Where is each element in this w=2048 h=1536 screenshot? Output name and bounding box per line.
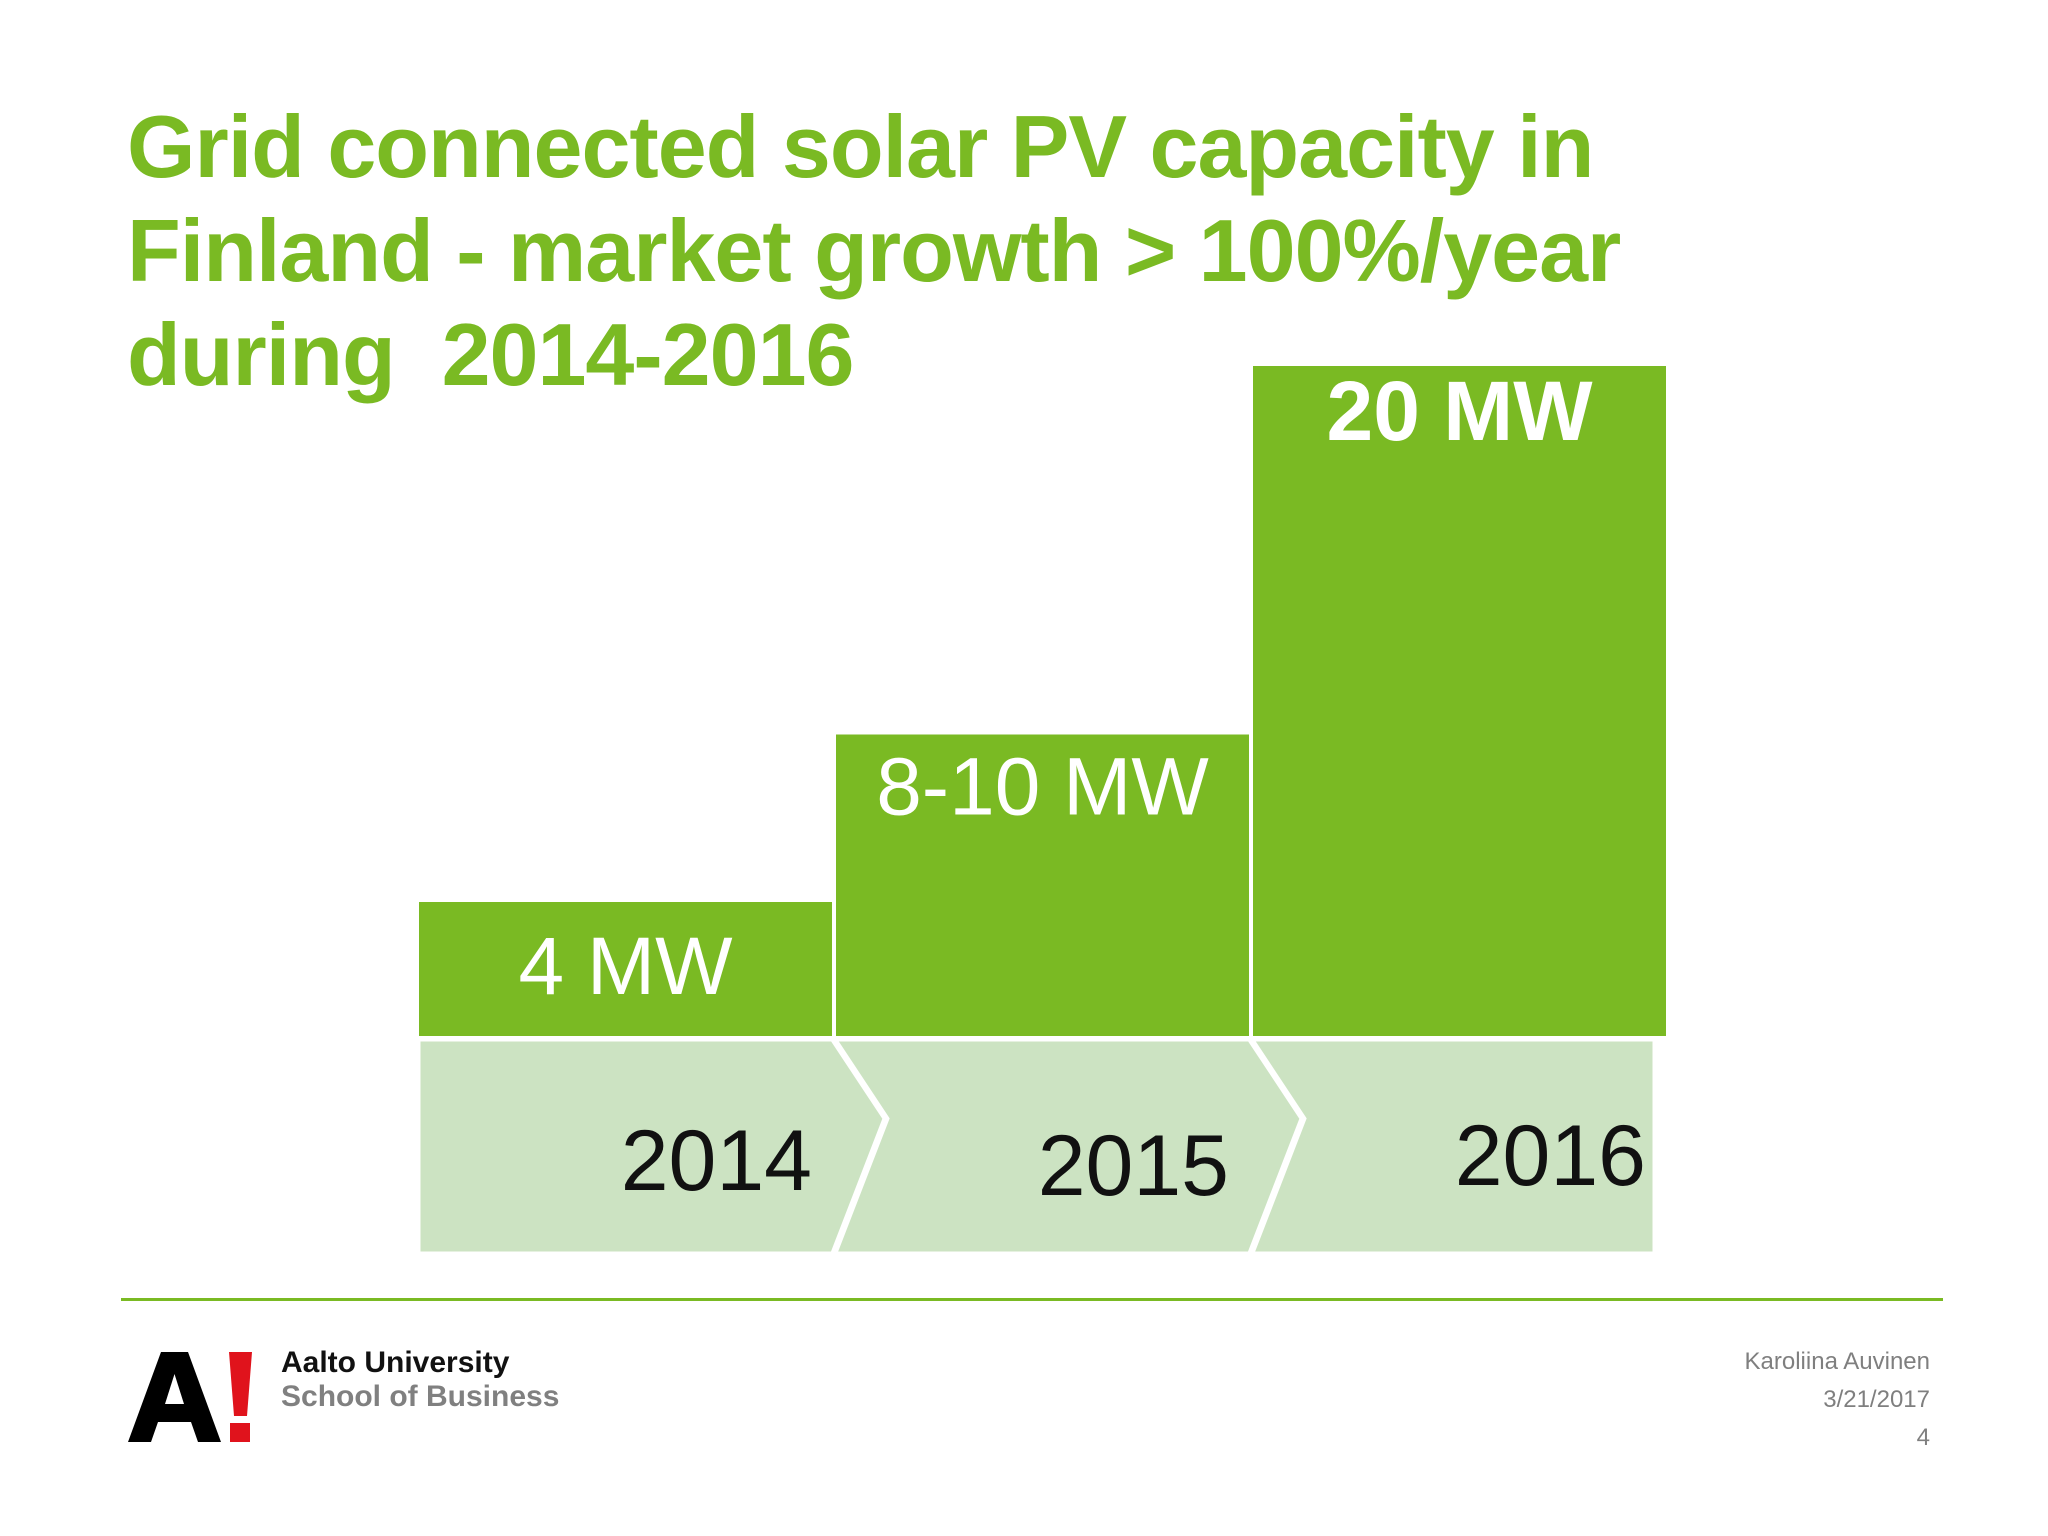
title-line-1: Grid connected solar PV capacity in (127, 97, 1594, 196)
aalto-logo-icon (128, 1352, 252, 1442)
footer-divider (121, 1298, 1943, 1301)
data-label-2015: 8-10 MW (876, 742, 1209, 833)
page-number: 4 (1916, 1424, 1930, 1451)
title-line-2: Finland - market growth > 100%/year (127, 201, 1621, 300)
year-band-2015 (833, 1038, 1303, 1255)
bar-2014 (419, 902, 832, 1036)
year-label-2014: 2014 (621, 1113, 812, 1209)
year-band-2014 (417, 1038, 886, 1255)
footer-meta: Karoliina Auvinen 3/21/2017 4 (1745, 1343, 1930, 1457)
data-label-2016: 20 MW (1326, 364, 1593, 458)
capacity-labels: 4 MW 8-10 MW 20 MW (518, 364, 1593, 1012)
year-labels: 2014 2015 2016 (621, 1108, 1646, 1214)
title-line-3: during 2014-2016 (127, 305, 854, 404)
year-label-2016: 2016 (1455, 1108, 1646, 1204)
bar-2016 (1253, 366, 1666, 1036)
org-name-line2: School of Business (281, 1380, 560, 1413)
author: Karoliina Auvinen (1744, 1348, 1930, 1375)
date: 3/21/2017 (1823, 1386, 1930, 1413)
data-label-2014: 4 MW (518, 921, 733, 1012)
org-name: Aalto University School of Business (281, 1346, 559, 1414)
year-bands (417, 1038, 1656, 1255)
bar-2015 (836, 734, 1249, 1036)
slide-title: Grid connected solar PV capacity in Finl… (127, 95, 1967, 407)
capacity-bars (419, 366, 1666, 1036)
year-band-2016 (1250, 1038, 1656, 1255)
org-name-line1: Aalto University (281, 1346, 510, 1379)
year-label-2015: 2015 (1038, 1118, 1229, 1214)
